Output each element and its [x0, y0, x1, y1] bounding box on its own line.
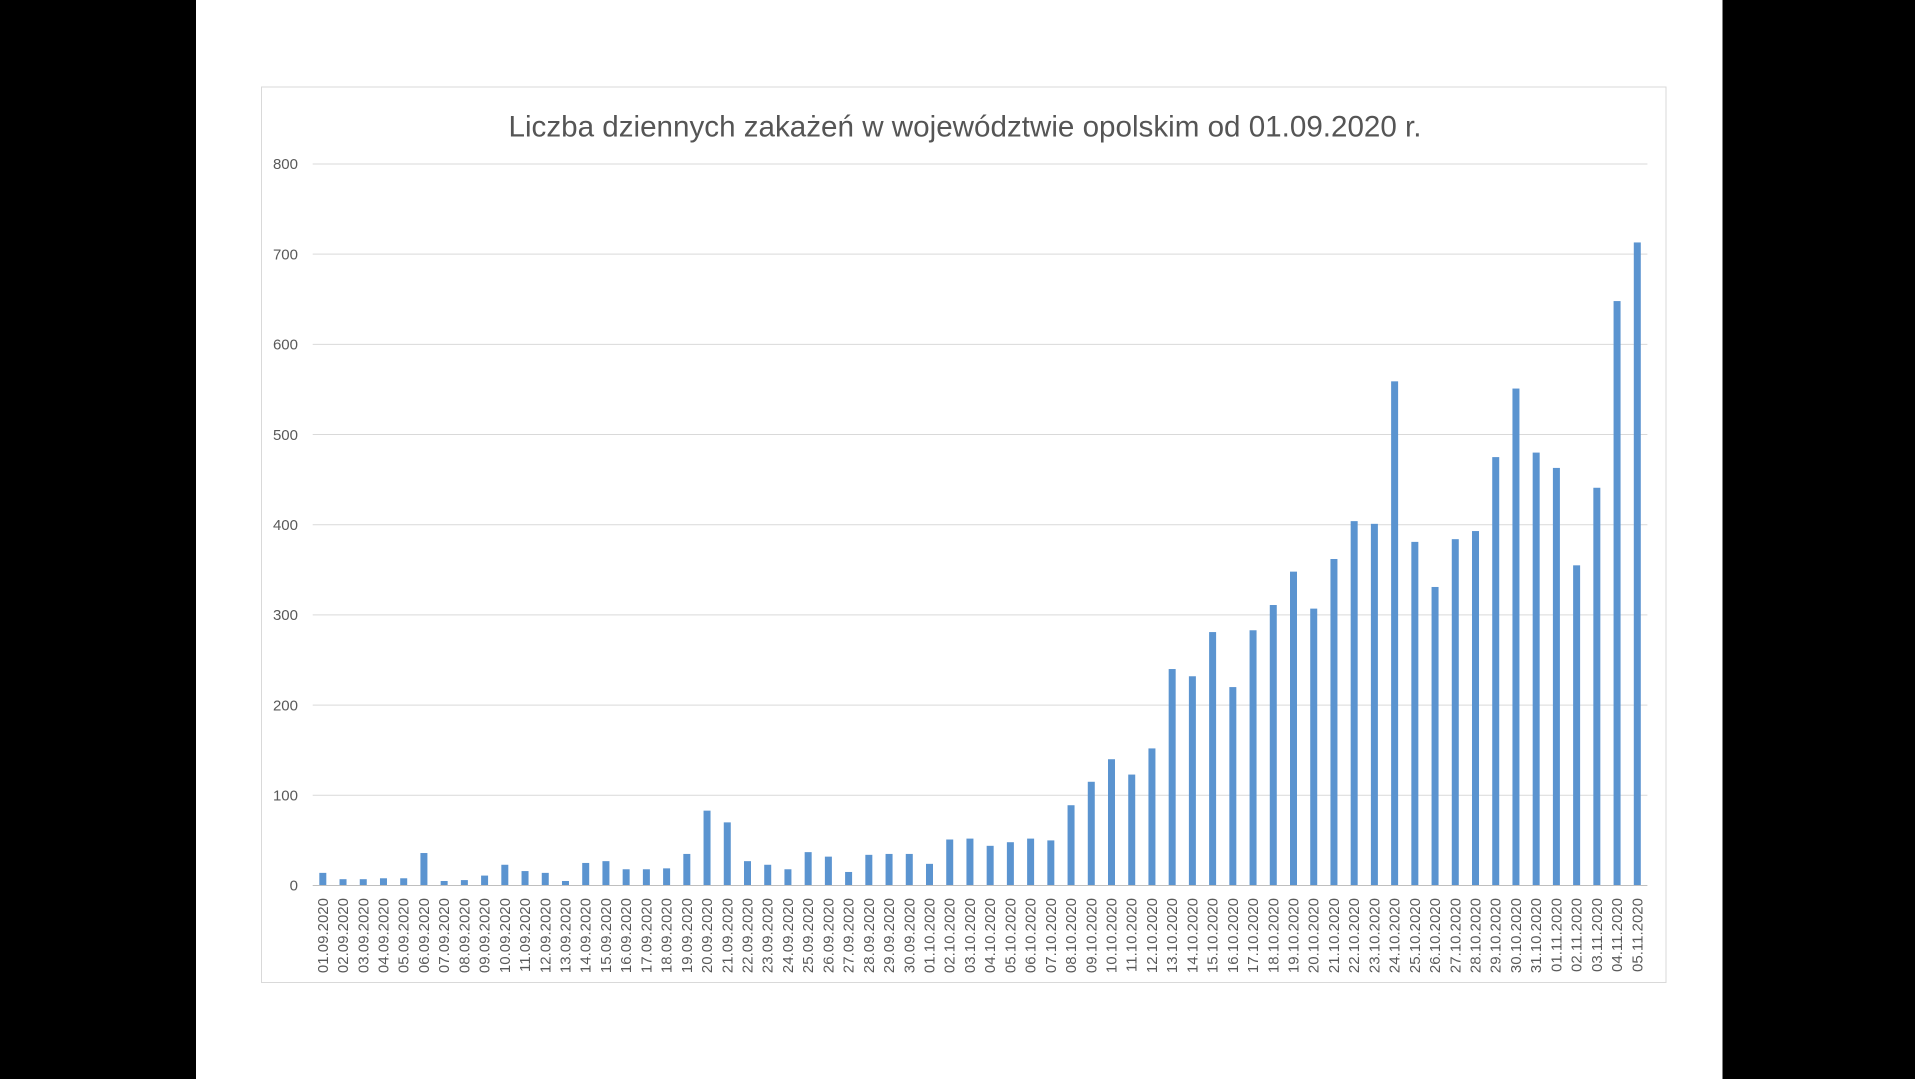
svg-text:17.10.2020: 17.10.2020: [1245, 898, 1262, 973]
svg-text:300: 300: [273, 607, 298, 624]
svg-text:10.10.2020: 10.10.2020: [1104, 898, 1121, 973]
svg-text:31.10.2020: 31.10.2020: [1528, 898, 1545, 973]
svg-text:500: 500: [273, 427, 298, 444]
svg-text:17.09.2020: 17.09.2020: [638, 898, 655, 973]
svg-text:25.10.2020: 25.10.2020: [1407, 898, 1424, 973]
svg-text:29.09.2020: 29.09.2020: [881, 898, 898, 973]
svg-text:28.10.2020: 28.10.2020: [1468, 898, 1485, 973]
svg-text:03.09.2020: 03.09.2020: [355, 898, 372, 973]
svg-text:14.09.2020: 14.09.2020: [578, 898, 595, 973]
svg-text:14.10.2020: 14.10.2020: [1184, 898, 1201, 973]
svg-text:04.10.2020: 04.10.2020: [982, 898, 999, 973]
svg-text:05.09.2020: 05.09.2020: [396, 898, 413, 973]
svg-text:20.09.2020: 20.09.2020: [699, 898, 716, 973]
svg-text:30.10.2020: 30.10.2020: [1508, 898, 1525, 973]
svg-text:19.10.2020: 19.10.2020: [1286, 898, 1303, 973]
svg-text:23.10.2020: 23.10.2020: [1366, 898, 1383, 973]
svg-text:07.10.2020: 07.10.2020: [1043, 898, 1060, 973]
svg-text:18.10.2020: 18.10.2020: [1265, 898, 1282, 973]
svg-text:13.09.2020: 13.09.2020: [557, 898, 574, 973]
svg-text:02.11.2020: 02.11.2020: [1569, 898, 1586, 972]
svg-text:24.10.2020: 24.10.2020: [1387, 898, 1404, 973]
svg-text:15.10.2020: 15.10.2020: [1205, 898, 1222, 973]
svg-text:700: 700: [273, 246, 298, 263]
svg-text:12.10.2020: 12.10.2020: [1144, 898, 1161, 973]
svg-text:11.09.2020: 11.09.2020: [517, 898, 534, 972]
svg-text:02.10.2020: 02.10.2020: [942, 898, 959, 973]
svg-text:15.09.2020: 15.09.2020: [598, 898, 615, 973]
svg-text:04.09.2020: 04.09.2020: [375, 898, 392, 973]
svg-text:800: 800: [273, 156, 298, 173]
svg-text:11.10.2020: 11.10.2020: [1124, 898, 1141, 972]
svg-text:05.11.2020: 05.11.2020: [1629, 898, 1646, 972]
svg-text:10.09.2020: 10.09.2020: [497, 898, 514, 973]
svg-text:Liczba dziennych zakażeń w woj: Liczba dziennych zakażeń w województwie …: [509, 111, 1422, 144]
svg-text:13.10.2020: 13.10.2020: [1164, 898, 1181, 973]
svg-text:09.10.2020: 09.10.2020: [1083, 898, 1100, 973]
svg-text:100: 100: [273, 788, 298, 805]
svg-text:08.10.2020: 08.10.2020: [1063, 898, 1080, 973]
svg-text:16.09.2020: 16.09.2020: [618, 898, 635, 973]
svg-text:27.10.2020: 27.10.2020: [1447, 898, 1464, 973]
svg-text:26.09.2020: 26.09.2020: [820, 898, 837, 973]
svg-text:22.10.2020: 22.10.2020: [1346, 898, 1363, 973]
svg-text:12.09.2020: 12.09.2020: [537, 898, 554, 973]
svg-text:01.11.2020: 01.11.2020: [1548, 898, 1565, 972]
svg-text:16.10.2020: 16.10.2020: [1225, 898, 1242, 973]
svg-text:09.09.2020: 09.09.2020: [477, 898, 494, 973]
svg-text:22.09.2020: 22.09.2020: [739, 898, 756, 973]
svg-text:01.09.2020: 01.09.2020: [315, 898, 332, 973]
svg-text:04.11.2020: 04.11.2020: [1609, 898, 1626, 972]
svg-text:03.11.2020: 03.11.2020: [1589, 898, 1606, 972]
svg-text:19.09.2020: 19.09.2020: [679, 898, 696, 973]
svg-text:27.09.2020: 27.09.2020: [841, 898, 858, 973]
svg-text:30.09.2020: 30.09.2020: [901, 898, 918, 973]
svg-text:20.10.2020: 20.10.2020: [1306, 898, 1323, 973]
svg-text:06.09.2020: 06.09.2020: [416, 898, 433, 973]
svg-text:01.10.2020: 01.10.2020: [921, 898, 938, 973]
svg-text:08.09.2020: 08.09.2020: [456, 898, 473, 973]
svg-text:28.09.2020: 28.09.2020: [861, 898, 878, 973]
svg-text:18.09.2020: 18.09.2020: [659, 898, 676, 973]
svg-text:29.10.2020: 29.10.2020: [1488, 898, 1505, 973]
svg-text:05.10.2020: 05.10.2020: [1002, 898, 1019, 973]
svg-text:25.09.2020: 25.09.2020: [800, 898, 817, 973]
svg-text:24.09.2020: 24.09.2020: [780, 898, 797, 973]
svg-text:600: 600: [273, 337, 298, 354]
svg-text:400: 400: [273, 517, 298, 534]
svg-text:200: 200: [273, 697, 298, 714]
svg-text:0: 0: [290, 878, 298, 895]
svg-text:03.10.2020: 03.10.2020: [962, 898, 979, 973]
svg-text:21.09.2020: 21.09.2020: [719, 898, 736, 973]
svg-text:02.09.2020: 02.09.2020: [335, 898, 352, 973]
svg-text:23.09.2020: 23.09.2020: [760, 898, 777, 973]
svg-text:07.09.2020: 07.09.2020: [436, 898, 453, 973]
svg-text:06.10.2020: 06.10.2020: [1023, 898, 1040, 973]
svg-text:21.10.2020: 21.10.2020: [1326, 898, 1343, 973]
svg-text:26.10.2020: 26.10.2020: [1427, 898, 1444, 973]
